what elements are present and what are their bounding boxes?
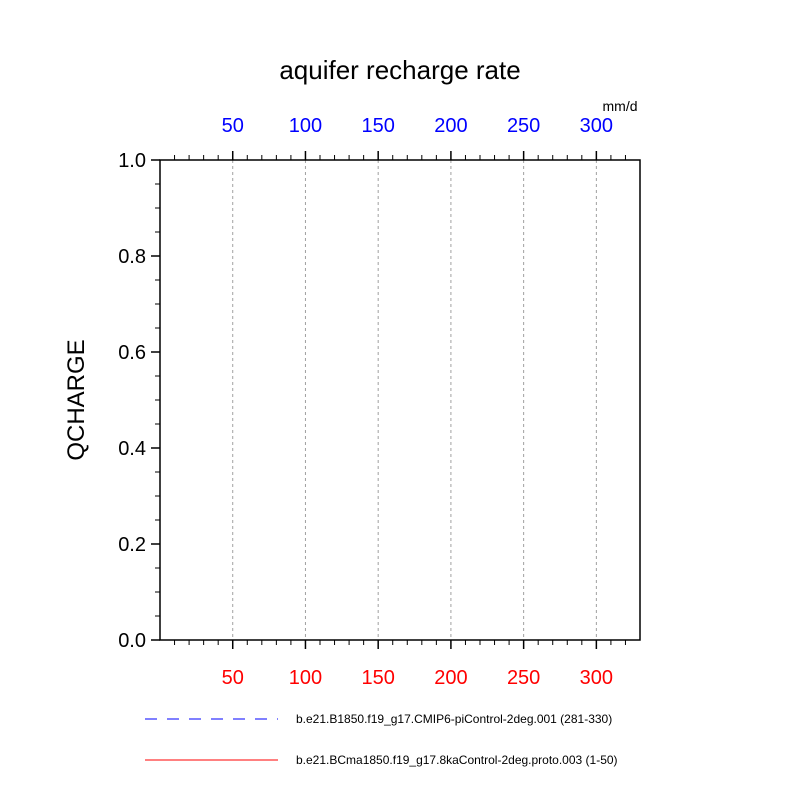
y-tick-label: 0.2: [118, 534, 146, 556]
y-tick-label: 1.0: [118, 150, 146, 172]
top-x-tick-label: 200: [434, 115, 467, 137]
legend-label: b.e21.B1850.f19_g17.CMIP6-piControl-2deg…: [296, 712, 612, 726]
top-x-tick-label: 50: [222, 115, 244, 137]
y-tick-label: 0.8: [118, 246, 146, 268]
bottom-x-tick-label: 250: [507, 667, 540, 689]
bottom-x-tick-label: 200: [434, 667, 467, 689]
top-x-tick-label: 300: [580, 115, 613, 137]
top-x-tick-label: 250: [507, 115, 540, 137]
y-tick-label: 0.6: [118, 342, 146, 364]
chart-title: aquifer recharge rate: [279, 55, 520, 85]
y-tick-label: 0.4: [118, 438, 146, 460]
tick-labels: 0.0 0.2 0.4 0.6 0.8 1.0 50 50 100 100 150 150 200 200…: [118, 115, 613, 689]
legend: b.e21.B1850.f19_g17.CMIP6-piControl-2deg…: [145, 712, 618, 767]
axis-ticks: [151, 151, 626, 649]
y-tick-label: 0.0: [118, 630, 146, 652]
bottom-x-tick-label: 100: [289, 667, 322, 689]
bottom-x-tick-label: 300: [580, 667, 613, 689]
units-label: mm/d: [603, 98, 638, 114]
bottom-x-tick-label: 50: [222, 667, 244, 689]
top-x-tick-label: 150: [361, 115, 394, 137]
y-axis-label: QCHARGE: [63, 339, 90, 460]
x-grid: [232, 160, 597, 640]
bottom-x-tick-label: 150: [361, 667, 394, 689]
legend-label: b.e21.BCma1850.f19_g17.8kaControl-2deg.p…: [296, 753, 618, 767]
plot-frame: [159, 159, 641, 641]
top-x-tick-label: 100: [289, 115, 322, 137]
